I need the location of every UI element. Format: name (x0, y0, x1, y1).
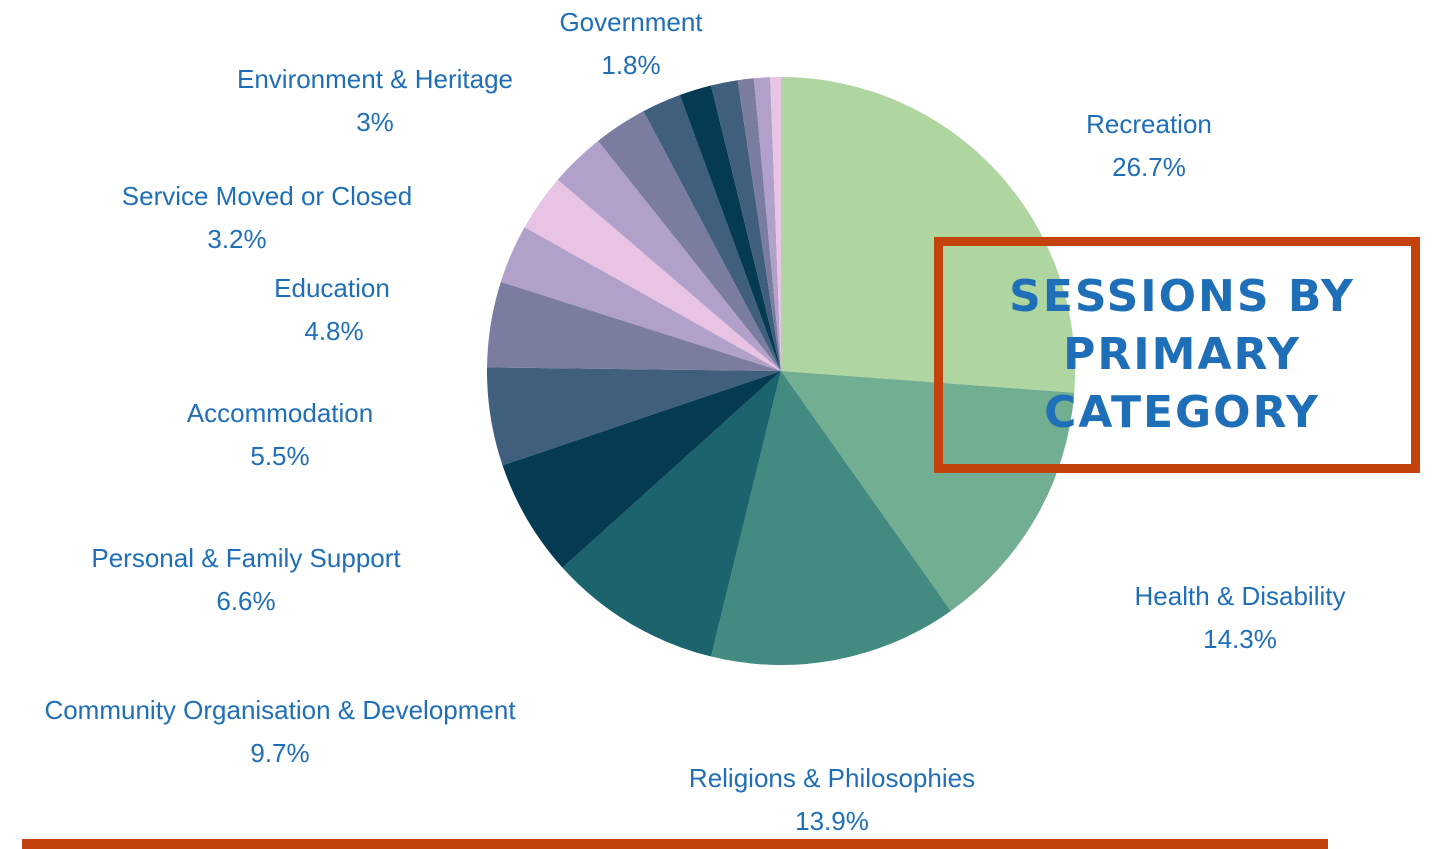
label-name: Accommodation (186, 398, 374, 428)
label-value: 5.5% (250, 441, 310, 471)
label-name: Health & Disability (1134, 581, 1346, 611)
label-education: Education 4.8% (274, 267, 390, 353)
pie-slice-unlabeled-11 (643, 94, 781, 371)
pie-slices (486, 77, 1076, 666)
label-value: 26.7% (1112, 152, 1186, 182)
label-government: Government 1.8% (559, 1, 702, 87)
label-name: Service Moved or Closed (121, 181, 413, 211)
label-environment-heritage: Environment & Heritage 3% (237, 58, 513, 144)
label-name: Recreation (1086, 109, 1212, 139)
pie-slice-education (487, 281, 781, 371)
label-value: 4.8% (304, 316, 364, 346)
label-value: 3% (356, 107, 394, 137)
label-name: Education (274, 273, 390, 303)
label-community-organisation: Community Organisation & Development 9.7… (44, 689, 515, 775)
pie-slice-unlabeled-16 (770, 77, 781, 371)
bottom-divider (22, 839, 1328, 849)
pie-slice-health-disability (781, 371, 1075, 611)
label-accommodation: Accommodation 5.5% (187, 392, 373, 478)
label-name: Government (559, 7, 703, 37)
pie-slice-religions-philosophies (711, 371, 951, 666)
pie-slice-unlabeled-14 (737, 78, 781, 371)
label-value: 9.7% (250, 738, 310, 768)
label-service-moved-closed: Service Moved or Closed 3.2% (122, 175, 412, 261)
label-value: 3.2% (207, 224, 267, 254)
pie-slice-government (679, 85, 781, 371)
pie-slice-recreation (781, 77, 1076, 393)
label-religions-philosophies: Religions & Philosophies 13.9% (689, 757, 975, 843)
pie-slice-unlabeled-7 (500, 227, 781, 371)
label-value: 1.8% (601, 50, 661, 80)
pie-slice-personal-family-support (502, 371, 781, 568)
label-personal-family-support: Personal & Family Support 6.6% (91, 537, 400, 623)
pie-slice-environment-heritage (598, 111, 781, 371)
pie-slice-unlabeled-15 (753, 77, 781, 371)
chart-title-box: Sessions by primary category (934, 237, 1420, 473)
pie-slice-service-moved-or-closed (524, 179, 781, 371)
label-value: 13.9% (795, 806, 869, 836)
label-health-disability: Health & Disability 14.3% (1135, 575, 1346, 661)
pie-slice-community-organisation-development (562, 371, 781, 657)
label-name: Personal & Family Support (91, 543, 401, 573)
label-name: Community Organisation & Development (44, 695, 516, 725)
pie-slice-unlabeled-9 (557, 140, 781, 371)
chart-title: Sessions by primary category (1009, 271, 1355, 438)
label-value: 6.6% (216, 586, 276, 616)
label-name: Religions & Philosophies (688, 763, 976, 793)
pie-slice-accommodation (486, 367, 781, 466)
pie-slice-unlabeled-13 (711, 80, 781, 372)
label-name: Environment & Heritage (236, 64, 514, 94)
label-value: 14.3% (1203, 624, 1277, 654)
label-recreation: Recreation 26.7% (1086, 103, 1212, 189)
